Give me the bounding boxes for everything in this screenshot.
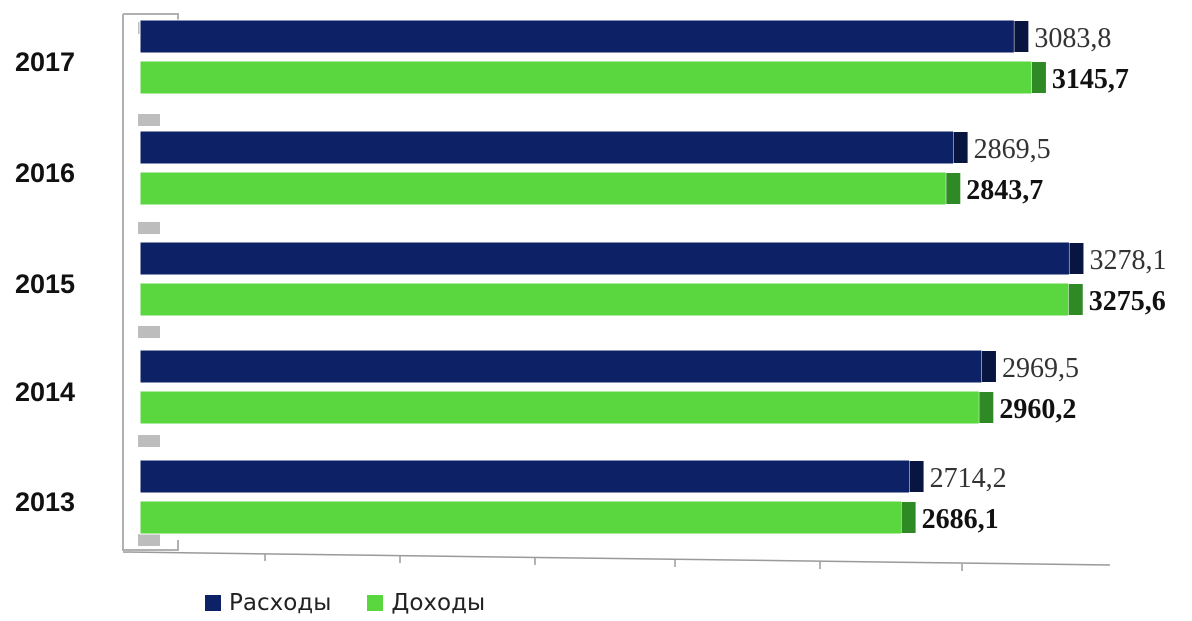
value-label-income: 2843,7 <box>966 175 1043 206</box>
bar-expenses-cap <box>1069 243 1084 274</box>
legend-label-expenses: Расходы <box>229 590 332 616</box>
year-label: 2015 <box>15 269 75 299</box>
bar-expenses <box>139 19 1015 54</box>
year-label: 2014 <box>15 377 75 407</box>
chart-wall-edge <box>122 14 179 551</box>
legend-item-income: Доходы <box>367 590 485 616</box>
value-label-expenses: 2869,5 <box>974 134 1051 165</box>
year-label: 2017 <box>15 47 75 77</box>
bar-income-cap <box>901 502 916 533</box>
legend: Расходы Доходы <box>205 590 485 616</box>
labels-group: 2017 3083,8 3145,7 2016 2869,5 2843,7 2015 3278… <box>15 23 1166 535</box>
year-label: 2016 <box>15 158 75 188</box>
bar-income <box>139 500 903 535</box>
value-label-expenses: 2714,2 <box>930 463 1007 494</box>
wall-stub <box>138 326 160 338</box>
bar-income-cap <box>1068 284 1083 315</box>
x-axis-line <box>122 551 1111 566</box>
bar-income <box>139 60 1033 95</box>
wall-stub <box>138 222 160 234</box>
bars-group <box>139 19 1084 535</box>
value-label-expenses: 3083,8 <box>1034 23 1111 54</box>
legend-swatch-expenses <box>205 595 221 611</box>
bar-expenses <box>139 459 911 494</box>
bar-income <box>139 390 980 425</box>
legend-item-expenses: Расходы <box>205 590 331 616</box>
bar-income-cap <box>946 173 961 204</box>
value-label-expenses: 3278,1 <box>1089 245 1166 276</box>
bar-expenses-cap <box>1014 21 1029 52</box>
legend-swatch-income <box>367 595 384 611</box>
bar-expenses-cap <box>981 351 996 382</box>
bar-expenses-cap <box>909 461 924 492</box>
wall-stub <box>138 534 160 546</box>
value-label-income: 3275,6 <box>1089 286 1166 317</box>
value-label-expenses: 2969,5 <box>1002 353 1079 384</box>
bar-expenses <box>139 349 983 384</box>
bar-income <box>139 171 947 206</box>
bar-income-cap <box>1031 62 1046 93</box>
wall-stub <box>138 435 160 447</box>
value-label-income: 2686,1 <box>922 504 999 535</box>
year-label: 2013 <box>15 487 75 517</box>
legend-label-income: Доходы <box>391 590 486 616</box>
bar-income-cap <box>979 392 994 423</box>
value-label-income: 2960,2 <box>999 394 1076 425</box>
wall-stub <box>138 114 160 126</box>
value-label-income: 3145,7 <box>1052 64 1129 95</box>
bar-expenses-cap <box>953 132 968 163</box>
bar-income <box>139 282 1070 317</box>
bar-expenses <box>139 130 955 165</box>
bar-expenses <box>139 241 1070 276</box>
